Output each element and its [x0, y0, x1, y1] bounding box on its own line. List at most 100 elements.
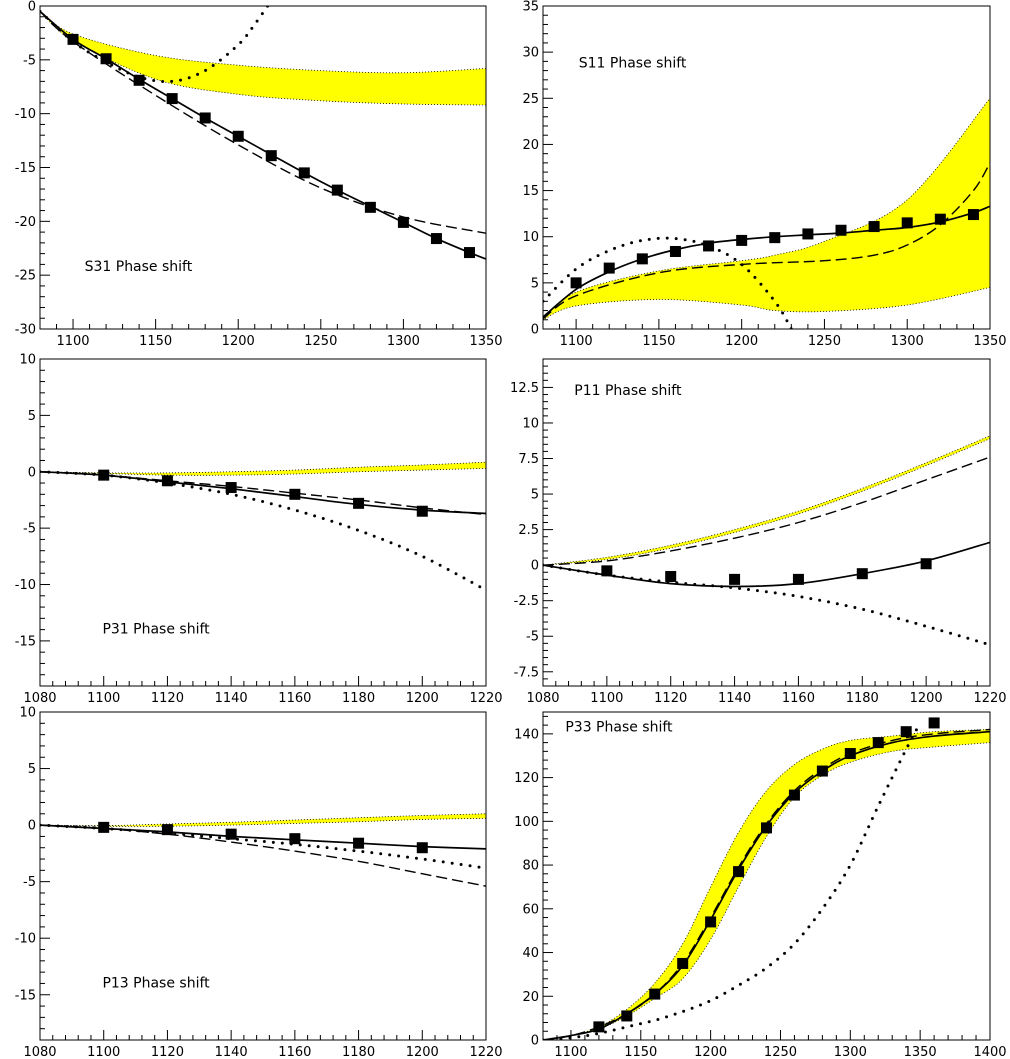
x-tick-label: 1100 — [56, 334, 89, 349]
data-point — [397, 216, 409, 228]
x-tick-label: 1200 — [725, 334, 758, 349]
x-tick-label: 1220 — [469, 691, 502, 706]
data-point — [225, 482, 237, 494]
x-tick-label: 1100 — [87, 1045, 120, 1059]
band-upper-edge — [543, 729, 990, 1040]
dashed-curve — [543, 162, 990, 320]
y-tick-label: 40 — [522, 946, 539, 961]
solid-curve — [40, 470, 486, 515]
data-point — [703, 240, 715, 252]
x-tick-label: 1200 — [910, 691, 943, 706]
data-point — [232, 130, 244, 142]
data-point — [844, 748, 856, 760]
dotted-curve — [543, 236, 793, 329]
x-tick-label: 1200 — [694, 1045, 727, 1059]
panel-1: 1100 1150 1200 1250 1300 1350 0 -5 -10 -15 -20 -25 -… — [15, 0, 503, 349]
plot-area — [543, 98, 990, 329]
data-point — [298, 167, 310, 179]
data-point — [430, 233, 442, 245]
y-tick-label: -2.5 — [514, 594, 539, 609]
x-tick-label: 1180 — [342, 1045, 375, 1059]
panel-title: P13 Phase shift — [102, 976, 210, 992]
x-tick-label: 1100 — [590, 691, 623, 706]
y-tick-label: 35 — [522, 0, 539, 15]
x-tick-label: 1100 — [560, 334, 593, 349]
x-tick-label: 1350 — [973, 334, 1006, 349]
band-upper-edge — [543, 98, 990, 321]
data-point — [792, 573, 804, 585]
data-point — [649, 988, 661, 1000]
data-point — [98, 469, 110, 481]
y-tick-label: 80 — [522, 859, 539, 874]
plot-area — [40, 813, 486, 887]
y-tick-label: -15 — [15, 161, 36, 176]
data-point — [636, 253, 648, 265]
x-tick-label: 1080 — [526, 691, 559, 706]
panel-4: 1080 1100 1120 1140 1160 1180 1200 1220 12.5 10 7.… — [510, 358, 1007, 706]
data-point — [868, 221, 880, 233]
plot-area — [40, 6, 486, 260]
y-tick-label: 60 — [522, 902, 539, 917]
x-tick-label: 1150 — [139, 334, 172, 349]
x-tick-label: 1140 — [215, 691, 248, 706]
y-tick-label: -7.5 — [514, 665, 539, 680]
y-tick-label: 10 — [522, 416, 539, 431]
panel-6: 1100 1150 1200 1250 1300 1350 1400 0 20 40 60 80 100… — [514, 711, 1007, 1059]
data-point — [928, 717, 940, 729]
x-tick-label: 1140 — [215, 1045, 248, 1059]
y-tick-label: -25 — [15, 269, 36, 284]
panel-title: S31 Phase shift — [85, 259, 193, 275]
x-tick-label: 1100 — [87, 691, 120, 706]
y-tick-label: -10 — [15, 578, 36, 593]
data-point — [161, 824, 173, 836]
x-tick-label: 1120 — [151, 1045, 184, 1059]
y-tick-label: 5 — [531, 276, 539, 291]
band-lower-edge — [543, 438, 990, 566]
data-point — [364, 201, 376, 213]
y-tick-label: 0 — [531, 323, 539, 338]
x-tick-label: 1160 — [782, 691, 815, 706]
y-tick-label: 120 — [514, 771, 539, 786]
data-point — [736, 234, 748, 246]
y-tick-label: -5 — [23, 53, 36, 68]
band-upper-edge — [543, 435, 990, 566]
plot-frame — [39, 711, 487, 1041]
data-point — [665, 571, 677, 583]
y-tick-label: 0 — [531, 559, 539, 574]
data-point — [67, 33, 79, 45]
data-point — [289, 833, 301, 845]
data-point — [835, 224, 847, 236]
plot-frame — [39, 358, 487, 687]
data-point — [677, 957, 689, 969]
y-tick-label: 20 — [522, 138, 539, 153]
data-point — [729, 573, 741, 585]
panel-3: 1080 1100 1120 1140 1160 1180 1200 1220 10 5 0 -5 -1… — [15, 353, 503, 707]
x-tick-label: 1080 — [23, 1045, 56, 1059]
data-point — [901, 217, 913, 229]
y-tick-label: 7.5 — [518, 452, 539, 467]
data-point — [98, 821, 110, 833]
panel-title: P33 Phase shift — [565, 720, 673, 736]
data-point — [788, 789, 800, 801]
x-tick-label: 1180 — [846, 691, 879, 706]
x-tick-label: 1160 — [278, 1045, 311, 1059]
band-lower-edge — [543, 742, 990, 1040]
y-tick-label: -10 — [15, 107, 36, 122]
x-tick-label: 1300 — [834, 1045, 867, 1059]
plot-area — [543, 435, 990, 647]
data-point — [161, 475, 173, 487]
panel-2: 1100 1150 1200 1250 1300 1350 0 5 10 15 20 25 30 35 S1… — [522, 0, 1006, 349]
plot-area — [40, 461, 486, 592]
y-tick-label: -5 — [23, 522, 36, 537]
y-tick-label: -20 — [15, 215, 36, 230]
dotted-curve — [40, 6, 270, 84]
x-tick-label: 1400 — [973, 1045, 1006, 1059]
data-point — [353, 497, 365, 509]
y-tick-label: 0 — [531, 1034, 539, 1049]
data-point — [705, 916, 717, 928]
data-point — [570, 277, 582, 289]
data-point — [289, 488, 301, 500]
y-tick-label: 10 — [522, 230, 539, 245]
data-point — [225, 828, 237, 840]
